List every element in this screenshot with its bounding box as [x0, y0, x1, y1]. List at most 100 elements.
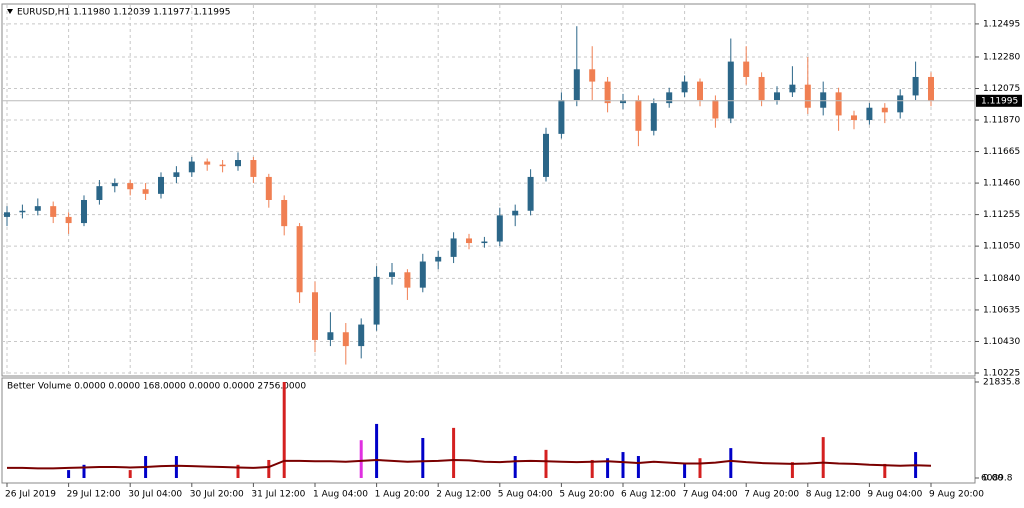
chart-title: EURUSD,H1 1.11980 1.12039 1.11977 1.1199…	[17, 8, 230, 18]
candle-body	[312, 292, 318, 340]
volume-bar	[174, 456, 178, 478]
x-tick-label: 5 Aug 04:00	[498, 490, 553, 500]
x-tick-label: 29 Jul 12:00	[67, 490, 121, 500]
y-tick-label: 1.12280	[983, 52, 1020, 62]
y-tick-label: 1.11870	[983, 116, 1020, 126]
volume-bar	[683, 463, 687, 478]
y-tick-label: 0.00	[983, 474, 1003, 484]
candle-body	[774, 92, 780, 101]
candle-body	[912, 76, 919, 96]
candle-body	[373, 276, 380, 325]
candle-body	[342, 332, 349, 347]
candle-body	[789, 84, 796, 93]
volume-bar	[128, 470, 132, 478]
x-tick-label: 7 Aug 20:00	[744, 490, 799, 500]
x-tick-label: 5 Aug 20:00	[559, 490, 614, 500]
candle-body	[296, 226, 303, 293]
x-tick-label: 30 Jul 04:00	[128, 490, 182, 500]
candle-body	[820, 92, 827, 108]
y-tick-label: 1.12495	[983, 19, 1020, 29]
x-tick-label: 31 Jul 12:00	[251, 490, 305, 500]
y-tick-label: 1.10840	[983, 274, 1020, 284]
volume-bar	[282, 382, 286, 478]
volume-bar	[729, 448, 733, 478]
candle-body	[835, 92, 842, 116]
candle-body	[666, 92, 673, 104]
candle-body	[620, 100, 626, 104]
candle-body	[327, 332, 334, 340]
x-tick-label: 8 Aug 12:00	[806, 490, 861, 500]
candle-body	[681, 81, 688, 93]
candle-body	[543, 133, 549, 177]
candle-body	[450, 238, 457, 257]
candle-body	[4, 212, 10, 217]
y-tick-label: 1.11460	[983, 179, 1020, 189]
x-tick-label: 30 Jul 20:00	[190, 490, 244, 500]
candle-body	[173, 172, 180, 177]
volume-bar	[452, 427, 456, 478]
indicator-title: Better Volume 0.0000 0.0000 168.0000 0.0…	[7, 382, 306, 392]
volume-bar	[790, 462, 794, 478]
price-panel-frame	[1, 3, 976, 377]
candle-body	[281, 199, 288, 227]
candle-body	[743, 61, 750, 77]
volume-bar	[590, 459, 594, 478]
candle-body	[881, 107, 888, 113]
candle-body	[727, 61, 734, 119]
volume-bar	[236, 464, 240, 478]
last-price-tag	[976, 94, 1022, 107]
last-value-label: 6089.8	[981, 474, 1013, 484]
volume-panel-frame	[1, 377, 976, 484]
candle-body	[589, 69, 596, 82]
volume-bar	[375, 423, 379, 478]
candle-body	[512, 210, 519, 216]
volume-bar	[636, 456, 640, 478]
x-tick-label: 1 Aug 04:00	[313, 490, 368, 500]
y-tick-label: 21835.8	[983, 378, 1020, 388]
y-tick-label: 1.12075	[983, 84, 1020, 94]
y-tick-label: 1.10635	[983, 305, 1020, 315]
volume-bar	[698, 458, 702, 478]
candle-body	[650, 103, 657, 131]
candle-body	[188, 161, 195, 173]
y-tick-label: 1.10430	[983, 337, 1020, 347]
candle-body	[527, 176, 534, 211]
candle-body	[419, 261, 426, 288]
x-tick-label: 1 Aug 20:00	[375, 490, 430, 500]
candle-body	[804, 84, 811, 108]
candle-body	[866, 107, 873, 121]
candle-body	[19, 210, 26, 213]
y-tick-label: 1.10225	[983, 369, 1020, 379]
volume-bar	[821, 437, 825, 478]
candle-body	[81, 199, 87, 224]
candle-body	[851, 115, 857, 121]
candle-body	[65, 216, 72, 224]
volume-bar	[883, 463, 887, 478]
candle-body	[604, 81, 611, 104]
volume-bar	[544, 449, 548, 478]
candle-body	[96, 186, 103, 200]
volume-bar	[621, 452, 625, 478]
candle-body	[158, 176, 164, 194]
candle-body	[250, 160, 257, 177]
x-tick-label: 26 Jul 2019	[5, 490, 56, 500]
candle-body	[142, 189, 149, 194]
x-tick-label: 9 Aug 20:00	[929, 490, 984, 500]
volume-bar	[267, 459, 271, 478]
candle-body	[265, 176, 272, 200]
menu-icon[interactable]	[7, 9, 13, 14]
candle-body	[466, 238, 472, 244]
candle-body	[558, 100, 565, 134]
candle-body	[404, 272, 411, 288]
volume-bar	[421, 437, 425, 478]
candle-body	[235, 160, 241, 167]
candle-body	[496, 215, 503, 242]
x-tick-label: 6 Aug 12:00	[621, 490, 676, 500]
candle-body	[758, 76, 765, 101]
candle-body	[204, 161, 211, 165]
x-tick-label: 2 Aug 12:00	[436, 490, 491, 500]
candle-body	[573, 69, 580, 101]
candle-body	[358, 324, 365, 347]
volume-bar	[82, 464, 86, 478]
